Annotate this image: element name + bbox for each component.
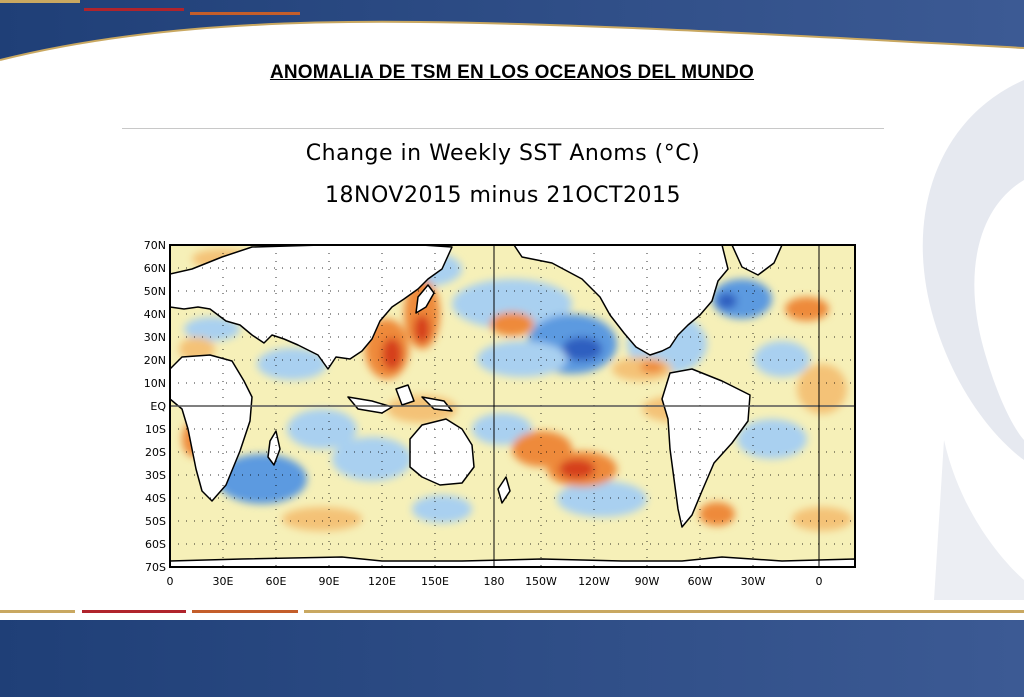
lon-label: 30W (741, 575, 766, 588)
lon-label: 150E (421, 575, 449, 588)
lat-label: 10S (145, 423, 166, 436)
lon-label: 0 (816, 575, 823, 588)
lat-label: 60N (144, 262, 166, 275)
sst-anomaly-map-panel: 70N 60N 50N 40N 30N 20N 10N EQ 10S 20S 3… (122, 128, 884, 602)
sst-anomaly-map: 70N 60N 50N 40N 30N 20N 10N EQ 10S 20S 3… (144, 239, 856, 588)
north-america (513, 245, 729, 356)
lat-label: 70S (145, 561, 166, 574)
lat-label: 70N (144, 239, 166, 252)
lon-label: 150W (525, 575, 557, 588)
new-zealand (497, 476, 511, 504)
plot-frame (169, 244, 856, 568)
anomaly-field (179, 249, 852, 531)
latitude-labels: 70N 60N 50N 40N 30N 20N 10N EQ 10S 20S 3… (144, 239, 167, 574)
lon-label: 180 (484, 575, 505, 588)
greenland (731, 245, 783, 276)
map-date-range: 18NOV2015 minus 21OCT2015 (325, 183, 681, 208)
lon-label: 60E (266, 575, 287, 588)
lon-label: 120E (368, 575, 396, 588)
antarctica (170, 556, 855, 567)
lon-label: 120W (578, 575, 610, 588)
footer-band (0, 600, 1024, 697)
lat-label: 50S (145, 515, 166, 528)
south-america (661, 368, 751, 528)
lon-label: 0 (167, 575, 174, 588)
japan (415, 284, 435, 314)
lon-label: 90W (635, 575, 660, 588)
lat-label: 40S (145, 492, 166, 505)
lon-label: 90E (319, 575, 340, 588)
longitude-labels: 0 30E 60E 90E 120E 150E 180 150W 120W 90… (167, 575, 823, 588)
lat-label: 40N (144, 308, 166, 321)
lat-label: 20S (145, 446, 166, 459)
lat-label: EQ (150, 400, 166, 413)
lon-label: 60W (688, 575, 713, 588)
lat-label: 30N (144, 331, 166, 344)
lat-label: 50N (144, 285, 166, 298)
header-band (0, 0, 1024, 62)
lat-label: 10N (144, 377, 166, 390)
lat-label: 60S (145, 538, 166, 551)
lat-label: 20N (144, 354, 166, 367)
lat-label: 30S (145, 469, 166, 482)
map-title: Change in Weekly SST Anoms (°C) (305, 141, 701, 166)
madagascar (267, 430, 281, 466)
africa (170, 354, 253, 502)
decorative-swirl (922, 80, 1024, 600)
lon-label: 30E (213, 575, 234, 588)
slide-title: ANOMALIA DE TSM EN LOS OCEANOS DEL MUNDO (269, 62, 755, 83)
